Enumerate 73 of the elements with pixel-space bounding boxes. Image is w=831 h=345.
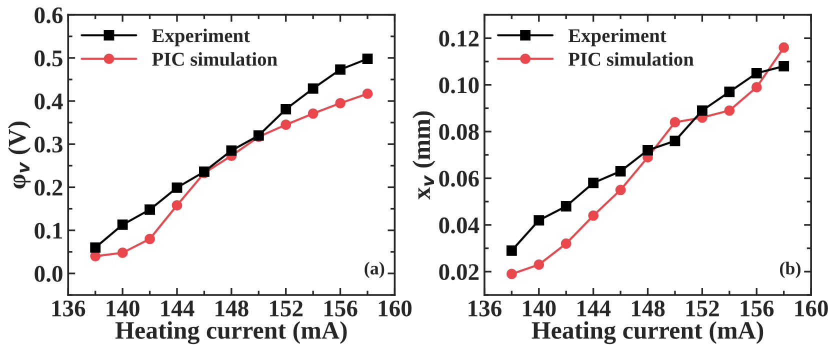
point [226, 145, 237, 156]
point [670, 117, 680, 128]
point [534, 259, 544, 270]
y-tick-label: 0.10 [439, 77, 479, 94]
x-tick-label: 144 [578, 300, 611, 316]
x-tick-label: 152 [686, 300, 719, 316]
y-axis-title: x$_{v}$ (mm) [412, 111, 436, 200]
point [308, 83, 318, 94]
point [144, 204, 155, 215]
point [588, 178, 599, 188]
point [335, 64, 346, 75]
legend-label: PIC simulation [568, 52, 694, 66]
point [172, 182, 182, 193]
x-tick-label: 156 [324, 300, 358, 316]
point [506, 245, 517, 256]
point [560, 238, 572, 249]
x-tick-label: 148 [216, 300, 248, 316]
point [506, 268, 517, 280]
x-tick-label: 160 [378, 300, 412, 316]
point [724, 105, 735, 116]
y-tick-label: 0.04 [439, 217, 480, 234]
point [778, 60, 790, 72]
point [362, 54, 373, 64]
x-tick-label: 140 [523, 300, 556, 316]
point [308, 108, 318, 119]
x-tick-label: 144 [161, 300, 194, 316]
legend-label: Experiment [568, 28, 666, 46]
point [696, 105, 708, 116]
point [751, 68, 762, 78]
point [362, 88, 373, 99]
point [172, 200, 182, 211]
x-tick-label: 152 [270, 300, 303, 316]
point [280, 104, 292, 114]
x-tick-label: 148 [632, 300, 665, 316]
y-tick-label: 0.4 [34, 94, 63, 110]
y-tick-label: 0.02 [439, 264, 479, 280]
point [534, 215, 544, 226]
legend-label: Experiment [152, 28, 250, 46]
x-tick-label: 136 [468, 300, 502, 316]
point [144, 234, 155, 244]
point [335, 98, 346, 108]
x-tick-label: 140 [106, 300, 140, 316]
annotation: (a) [364, 262, 384, 278]
y-tick-label: 0.12 [439, 30, 479, 47]
point [588, 210, 599, 221]
point [642, 145, 653, 156]
y-tick-label: 0.2 [34, 180, 62, 196]
y-tick-label: 0.08 [439, 124, 479, 140]
point [670, 136, 680, 146]
point [117, 248, 128, 258]
legend-label: PIC simulation [152, 52, 278, 66]
x-tick-label: 136 [52, 300, 86, 316]
x-axis-title: Heating current (mA) [115, 321, 347, 344]
y-axis-title: φ$_{v}$ (V) [8, 122, 31, 189]
point [615, 166, 626, 176]
y-tick-label: 0.3 [34, 136, 62, 153]
y-tick-label: 0.6 [34, 7, 63, 24]
y-tick-label: 0.1 [34, 222, 62, 239]
y-tick-label: 0.5 [34, 50, 62, 66]
point [117, 220, 128, 230]
point [560, 201, 572, 212]
point [615, 184, 626, 196]
point [751, 82, 762, 92]
y-tick-label: 0.06 [439, 170, 479, 187]
x-tick-label: 156 [740, 300, 774, 316]
x-axis-title: Heating current (mA) [532, 321, 764, 344]
point [90, 242, 101, 253]
y-tick-label: 0.0 [34, 266, 62, 282]
annotation: (b) [780, 262, 800, 278]
point [778, 42, 790, 53]
point [724, 86, 735, 98]
point [280, 120, 292, 130]
x-tick-label: 160 [795, 300, 828, 316]
